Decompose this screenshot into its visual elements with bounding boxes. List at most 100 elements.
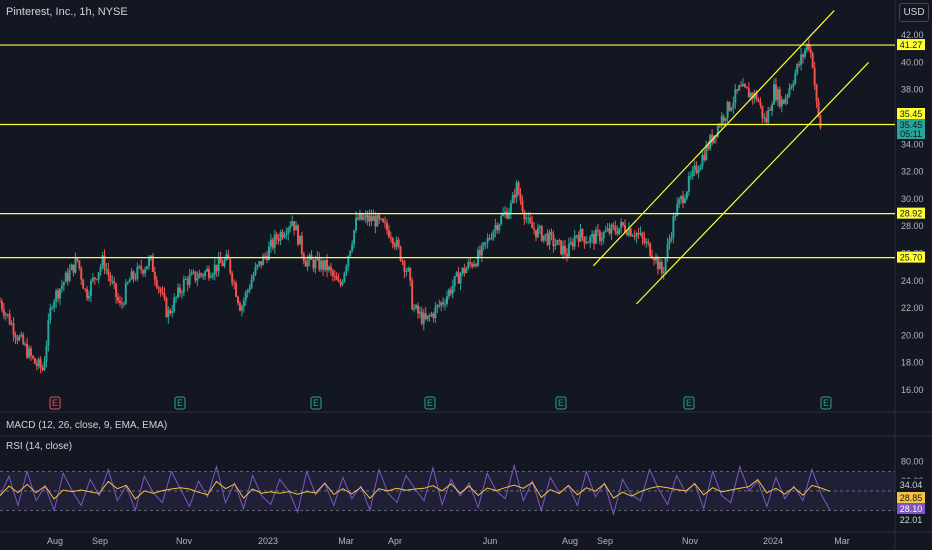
candle-body (798, 63, 801, 65)
candle-body (368, 215, 371, 222)
candle-body (93, 277, 96, 280)
candle-body (206, 268, 209, 272)
candle-body (629, 228, 632, 236)
candle-body (115, 283, 118, 298)
candle-body (743, 84, 746, 87)
candle-body (304, 261, 307, 267)
candle-body (519, 194, 522, 201)
candle-body (701, 155, 704, 167)
candle-body (128, 279, 131, 283)
time-tick-label: Nov (682, 536, 699, 546)
candle-body (277, 239, 280, 241)
candle-body (291, 221, 294, 226)
candle-body (471, 263, 474, 267)
time-tick-label: Apr (388, 536, 402, 546)
candle-body (78, 260, 81, 269)
price-label: 35.45 (900, 109, 923, 119)
candle-body (697, 170, 700, 173)
candle-body (84, 288, 87, 290)
candle-body (273, 234, 276, 248)
candle-body (713, 135, 716, 143)
price-tick-label: 42.00 (901, 30, 924, 40)
candle-body (815, 85, 818, 102)
candle-body (767, 109, 770, 123)
candle-body (295, 225, 298, 231)
candle-body (254, 267, 257, 275)
candle-body (335, 276, 338, 281)
candle-body (339, 281, 342, 285)
candle-body (159, 288, 162, 293)
candle-body (562, 245, 565, 255)
candle-body (511, 194, 514, 204)
trend-line (592, 10, 835, 267)
candle-body (484, 242, 487, 244)
candle-body (691, 169, 694, 176)
candle-body (475, 264, 478, 266)
candle-body (463, 267, 466, 274)
candle-body (759, 102, 762, 106)
candle-body (769, 109, 772, 111)
candle-body (653, 258, 656, 261)
candle-body (88, 295, 91, 299)
candle-body (809, 49, 812, 53)
candle-body (550, 232, 553, 235)
candle-body (455, 272, 458, 277)
currency-button[interactable]: USD (899, 3, 929, 22)
candle-body (118, 300, 121, 304)
candle-body (279, 232, 282, 241)
price-tick-label: 30.00 (901, 194, 924, 204)
candle-body (604, 230, 607, 233)
candle-body (802, 54, 805, 57)
earnings-marker-label: E (177, 398, 183, 408)
candle-body (386, 222, 388, 231)
candle-body (544, 233, 547, 236)
candle-body (262, 255, 265, 266)
candle-body (490, 238, 493, 240)
candle-body (300, 235, 303, 254)
candle-body (409, 267, 412, 281)
candle-body (146, 266, 149, 270)
candle-body (457, 272, 460, 284)
candle-body (749, 92, 752, 98)
price-tick-label: 22.00 (901, 303, 924, 313)
candle-body (14, 334, 17, 338)
candle-body (341, 281, 344, 285)
candle-body (39, 359, 42, 368)
rsi-value-label-bg (897, 503, 925, 514)
candle-body (440, 302, 443, 306)
candle-body (593, 234, 596, 244)
candle-body (500, 215, 503, 225)
trend-line (635, 61, 870, 305)
candle-body (459, 274, 462, 284)
candle-body (649, 243, 652, 256)
candle-body (480, 245, 483, 256)
candle-body (533, 228, 536, 231)
candle-body (267, 246, 270, 261)
candle-body (728, 101, 731, 111)
candle-body (645, 241, 648, 243)
candle-body (527, 217, 530, 219)
candle-body (22, 334, 25, 345)
candle-body (337, 280, 340, 282)
candle-body (469, 262, 472, 264)
candle-body (207, 268, 210, 278)
rsi-value-label: 34.04 (900, 480, 923, 490)
candle-body (596, 229, 599, 232)
candle-body (682, 196, 685, 203)
candle-body (109, 275, 112, 282)
time-tick-label: Nov (176, 536, 193, 546)
candle-body (74, 258, 77, 273)
candle-body (687, 176, 690, 192)
candle-body (57, 290, 60, 299)
candle-body (742, 84, 745, 87)
candle-body (521, 200, 524, 212)
candle-body (12, 323, 15, 335)
price-tick-label: 20.00 (901, 330, 924, 340)
candle-body (502, 213, 505, 216)
candle-body (517, 182, 520, 195)
candle-body (89, 281, 92, 296)
candle-body (120, 303, 123, 305)
candle-body (101, 255, 104, 267)
candle-body (670, 237, 673, 240)
